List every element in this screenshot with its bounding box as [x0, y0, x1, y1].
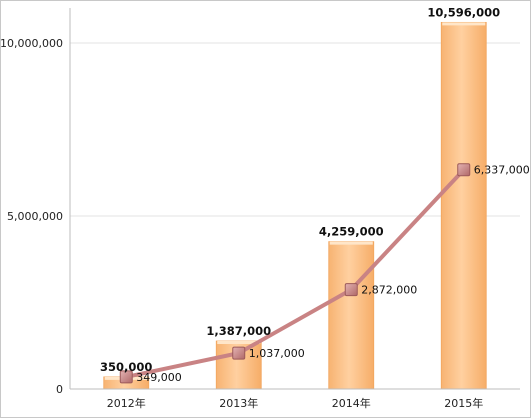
x-tick-label: 2012年: [107, 396, 146, 410]
bar-group: [440, 21, 487, 390]
bar: [440, 21, 487, 390]
y-tick-label: 0: [56, 383, 63, 396]
bar-top-highlight: [329, 241, 373, 245]
bar-value-label: 350,000: [100, 360, 152, 374]
bar-top-highlight: [442, 22, 486, 26]
line-value-label: 2,872,000: [361, 284, 417, 297]
line-value-label: 349,000: [136, 371, 182, 384]
line-marker: [457, 163, 471, 177]
line-path: [124, 167, 466, 379]
axes: 0 5,000,000 10,000,000 2012年 2013年 2014年 2015年: [0, 8, 520, 410]
line-marker: [344, 283, 358, 297]
line-series: [119, 163, 471, 384]
x-tick-label: 2015年: [444, 396, 483, 410]
bar: [328, 241, 375, 390]
line-value-label: 1,037,000: [249, 347, 305, 360]
bar-value-label: 10,596,000: [427, 5, 500, 19]
line-value-label: 6,337,000: [474, 164, 530, 177]
bar-group: [328, 241, 375, 390]
y-tick-label: 10,000,000: [0, 37, 63, 50]
bar-top-highlight: [217, 341, 261, 345]
y-tick-label: 5,000,000: [7, 210, 63, 223]
x-tick-label: 2013年: [219, 396, 258, 410]
bar-series: [103, 21, 487, 390]
line-marker: [119, 370, 133, 384]
data-labels: 350,000 1,387,000 4,259,000 10,596,000 349,0…: [100, 5, 530, 384]
bar-value-label: 4,259,000: [319, 225, 384, 239]
line-marker: [232, 346, 246, 360]
bar-value-label: 1,387,000: [206, 324, 271, 338]
x-tick-label: 2014年: [332, 396, 371, 410]
